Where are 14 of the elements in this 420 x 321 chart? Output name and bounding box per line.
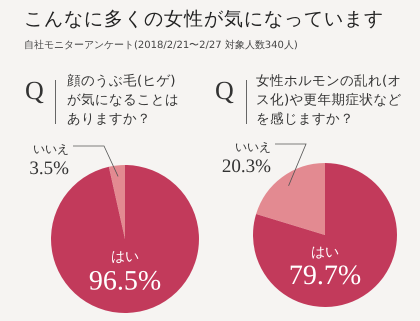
slice-label: いいえ xyxy=(235,140,271,154)
text: Q xyxy=(25,76,44,106)
chart-title: 顔のうぶ毛(ヒゲ)が気になることはありますか？ xyxy=(67,72,180,129)
slice-label: いいえ xyxy=(33,142,69,156)
data-label: 20.3% xyxy=(222,156,272,177)
data-label: 96.5% xyxy=(88,265,162,296)
text: Q xyxy=(215,76,234,106)
data-label: 3.5% xyxy=(29,158,70,179)
chart-title: 女性ホルモンの乱れ(オス化)や更年期症状などを感じますか？ xyxy=(256,72,402,129)
text: こんなに多くの女性が気になっています xyxy=(24,7,385,32)
text: 自社モニターアンケート(2018/2/21〜2/27 対象人数340人) xyxy=(24,38,299,52)
data-label: 79.7% xyxy=(288,260,362,292)
slice-label: はい xyxy=(311,244,339,261)
slice-label: はい xyxy=(111,249,139,266)
